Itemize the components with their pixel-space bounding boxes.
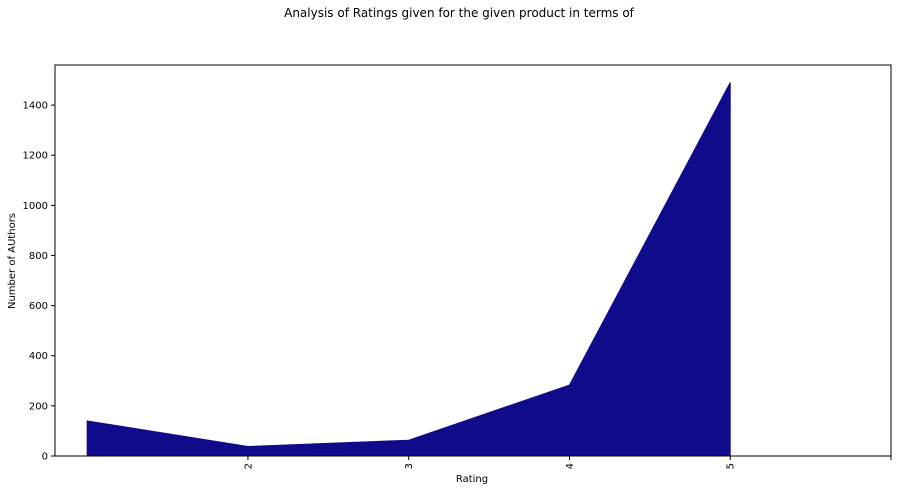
- x-tick-label: 3: [404, 463, 415, 469]
- y-tick-label: 800: [29, 251, 48, 262]
- x-tick-label: 5: [726, 463, 737, 469]
- y-tick-label: 200: [29, 401, 48, 412]
- x-tick-label: 4: [565, 463, 576, 469]
- y-tick-label: 400: [29, 351, 48, 362]
- y-tick-label: 1000: [23, 201, 48, 212]
- y-tick-label: 0: [42, 452, 48, 463]
- y-axis-label: Number of AUthors: [7, 213, 18, 309]
- x-axis: 2 3 4 5: [243, 456, 892, 469]
- area-series-0: [86, 82, 731, 457]
- y-axis: 0 200 400 600 800 1000 1200 1400: [23, 101, 55, 463]
- x-axis-label: Rating: [456, 474, 488, 485]
- y-tick-label: 600: [29, 301, 48, 312]
- plot-frame: [54, 64, 892, 457]
- x-tick-label: 2: [243, 463, 254, 469]
- y-tick-label: 1400: [23, 101, 48, 112]
- y-tick-label: 1200: [23, 151, 48, 162]
- chart-title: Analysis of Ratings given for the given …: [284, 6, 635, 20]
- plot-area: [86, 82, 731, 457]
